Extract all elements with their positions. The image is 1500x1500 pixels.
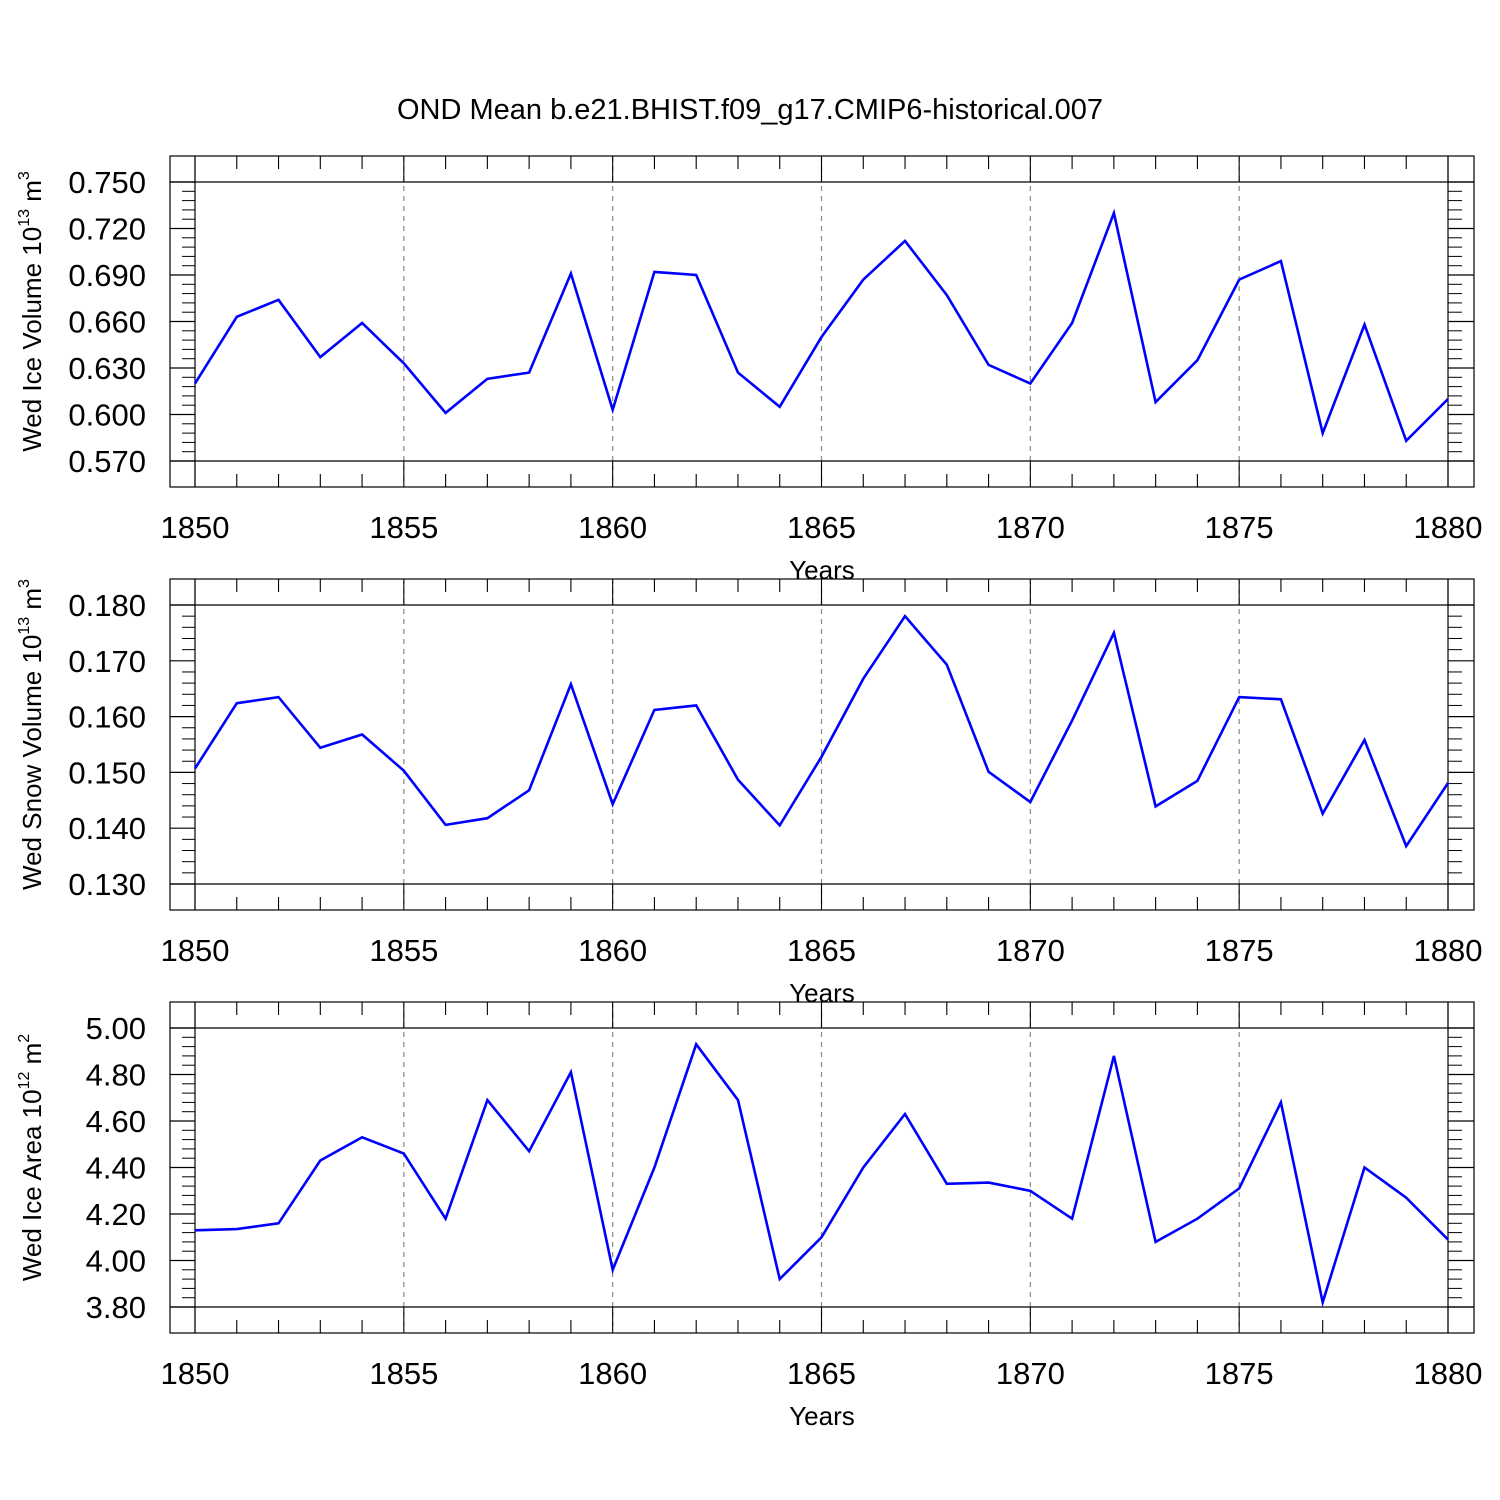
y-label-text: Wed Ice Area 10	[17, 1089, 47, 1281]
y-tick-label: 0.160	[68, 700, 146, 735]
x-tick-label: 1875	[1205, 510, 1274, 545]
y-tick-label: 4.00	[86, 1244, 146, 1279]
y-tick-label: 0.570	[68, 444, 146, 479]
panel-1: 0.750 0.720 0.690 0.660 0.630 0.600 0.570 1850 1…	[16, 155, 1483, 585]
y-axis-label: Wed Snow Volume 1013 m3	[16, 579, 47, 890]
y-tick-label: 0.720	[68, 212, 146, 247]
y-tick-label: 0.660	[68, 305, 146, 340]
x-tick-label: 1855	[369, 933, 438, 968]
y-label-unit-exponent: 3	[16, 171, 33, 180]
y-label-unit-exponent: 2	[16, 1034, 33, 1043]
y-tick-label: 3.80	[86, 1290, 146, 1325]
y-tick-label: 0.130	[68, 867, 146, 902]
y-label-unit: m	[17, 180, 47, 209]
y-tick-label: 0.690	[68, 258, 146, 293]
y-label-text: Wed Snow Volume 10	[17, 635, 47, 890]
x-tick-label: 1855	[369, 1356, 438, 1391]
x-tick-label: 1880	[1414, 510, 1483, 545]
chart-title: OND Mean b.e21.BHIST.f09_g17.CMIP6-histo…	[397, 94, 1103, 126]
panel-3: 5.00 4.80 4.60 4.40 4.20 4.00 3.80 1850 1855 1860…	[16, 1001, 1483, 1431]
y-label-exponent: 12	[16, 1072, 33, 1090]
y-tick-label: 4.80	[86, 1058, 146, 1093]
y-tick-label: 0.180	[68, 588, 146, 623]
x-tick-label: 1870	[996, 510, 1065, 545]
x-tick-label: 1875	[1205, 933, 1274, 968]
chart-panels: 0.750 0.720 0.690 0.660 0.630 0.600 0.570 1850 1…	[16, 155, 1483, 1431]
y-tick-label: 0.630	[68, 351, 146, 386]
y-label-exponent: 13	[16, 209, 33, 227]
series-line	[193, 208, 1449, 444]
x-tick-label: 1880	[1414, 933, 1483, 968]
y-axis-label: Wed Ice Area 1012 m2	[16, 1034, 47, 1281]
x-tick-label: 1850	[161, 933, 230, 968]
x-tick-label: 1860	[578, 1356, 647, 1391]
y-tick-label: 0.140	[68, 811, 146, 846]
y-label-exponent: 13	[16, 617, 33, 635]
series-line	[194, 1041, 1449, 1308]
y-label-unit: m	[17, 588, 47, 617]
x-tick-label: 1865	[787, 510, 856, 545]
x-axis-label: Years	[789, 1401, 855, 1431]
y-tick-label: 0.170	[68, 644, 146, 679]
x-tick-label: 1850	[161, 510, 230, 545]
panel-2: 0.180 0.170 0.160 0.150 0.140 0.130 1850 1855 18…	[16, 578, 1483, 1008]
y-tick-label: 4.20	[86, 1197, 146, 1232]
y-tick-label: 5.00	[86, 1011, 146, 1046]
y-tick-label: 4.60	[86, 1104, 146, 1139]
y-axis-label: Wed Ice Volume 1013 m3	[16, 171, 47, 452]
x-tick-label: 1855	[369, 510, 438, 545]
x-tick-label: 1870	[996, 933, 1065, 968]
y-tick-label: 4.40	[86, 1151, 146, 1186]
x-tick-label: 1850	[161, 1356, 230, 1391]
y-tick-label: 0.600	[68, 398, 146, 433]
series-line	[193, 614, 1450, 849]
y-label-unit: m	[17, 1043, 47, 1072]
x-tick-label: 1875	[1205, 1356, 1274, 1391]
x-tick-label: 1860	[578, 510, 647, 545]
x-tick-label: 1870	[996, 1356, 1065, 1391]
y-tick-label: 0.150	[68, 755, 146, 790]
x-tick-label: 1865	[787, 933, 856, 968]
y-label-text: Wed Ice Volume 10	[17, 227, 47, 452]
y-tick-label: 0.750	[68, 165, 146, 200]
x-tick-label: 1865	[787, 1356, 856, 1391]
x-tick-label: 1860	[578, 933, 647, 968]
y-label-unit-exponent: 3	[16, 579, 33, 588]
x-tick-label: 1880	[1414, 1356, 1483, 1391]
